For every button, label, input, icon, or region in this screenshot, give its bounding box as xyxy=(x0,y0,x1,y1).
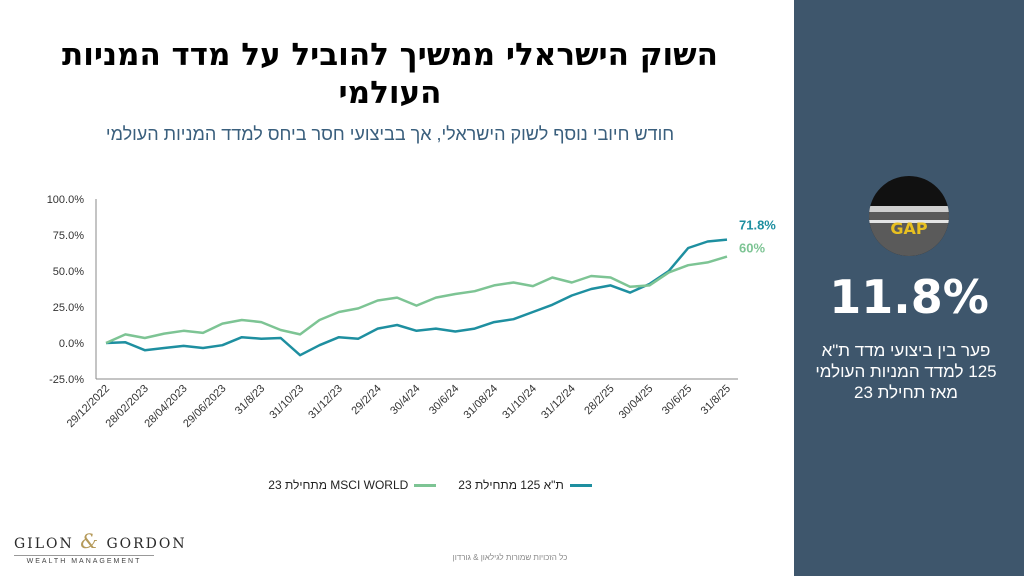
series-end-label-0: 71.8% xyxy=(739,218,776,233)
company-logo: GILON & GORDON WEALTH MANAGEMENT xyxy=(14,529,185,565)
series-group: 71.8% 60% xyxy=(105,218,776,357)
page-title: השוק הישראלי ממשיך להוביל על מדד המניות … xyxy=(62,37,718,111)
x-axis: 29/12/202228/02/202328/04/202329/06/2023… xyxy=(65,378,738,430)
legend-swatch-ta125 xyxy=(569,483,592,487)
sidebar-panel xyxy=(794,0,1024,576)
x-tick-label: 31/10/23 xyxy=(267,383,306,422)
logo-subtitle: WEALTH MANAGEMENT xyxy=(14,555,154,565)
x-tick-label: 30/6/25 xyxy=(660,383,694,417)
y-tick-label: 25.0% xyxy=(53,302,84,314)
page-subtitle: חודש חיובי נוסף לשוק הישראלי, אך בביצועי… xyxy=(105,124,675,144)
gap-road-image: GAP xyxy=(869,176,949,256)
y-tick-label: 0.0% xyxy=(59,338,84,350)
gap-value: 11.8% xyxy=(829,270,989,324)
x-tick-label: 30/04/25 xyxy=(617,383,656,422)
logo-ampersand: & xyxy=(80,529,101,553)
logo-text-right: GORDON xyxy=(106,536,187,552)
chart-legend: ת"א 125 מתחילת 23 MSCI WORLD מתחילת 23 xyxy=(200,478,660,492)
legend-item-ta125: ת"א 125 מתחילת 23 xyxy=(458,478,592,492)
series-end-label-1: 60% xyxy=(739,241,765,256)
legend-label-ta125: ת"א 125 מתחילת 23 xyxy=(458,478,564,492)
y-tick-label: 75.0% xyxy=(53,230,84,242)
x-tick-label: 31/08/24 xyxy=(461,383,500,422)
y-tick-label: 50.0% xyxy=(53,266,84,278)
x-tick-label: 29/2/24 xyxy=(349,383,383,417)
y-axis: 100.0% 75.0% 50.0% 25.0% 0.0% -25.0% xyxy=(47,194,97,386)
legend-label-msci: MSCI WORLD מתחילת 23 xyxy=(268,478,409,492)
gap-caption-line: 125 למדד המניות העולמי xyxy=(815,362,997,381)
x-tick-label: 28/2/25 xyxy=(582,383,616,417)
logo-text-left: GILON xyxy=(14,536,74,552)
copyright-notice: כל הזכויות שמורות לגילאון & גורדון xyxy=(452,553,568,562)
x-tick-label: 30/6/24 xyxy=(427,383,461,417)
x-tick-label: 31/8/25 xyxy=(699,383,733,417)
legend-item-msci: MSCI WORLD מתחילת 23 xyxy=(268,478,437,492)
series-line-1 xyxy=(105,255,728,345)
gap-caption-line: פער בין ביצועי מדד ת"א xyxy=(821,341,991,360)
x-tick-label: 30/4/24 xyxy=(388,383,422,417)
series-line-0 xyxy=(105,238,728,357)
y-tick-label: -25.0% xyxy=(49,374,84,386)
gap-caption: פער בין ביצועי מדד ת"א 125 למדד המניות ה… xyxy=(806,340,1006,403)
line-chart: 100.0% 75.0% 50.0% 25.0% 0.0% -25.0% 29/12/20… xyxy=(47,194,777,430)
x-tick-label: 31/12/23 xyxy=(306,383,345,422)
x-tick-label: 31/10/24 xyxy=(500,383,539,422)
main-panel: השוק הישראלי ממשיך להוביל על מדד המניות … xyxy=(14,37,777,565)
y-tick-label: 100.0% xyxy=(47,194,85,206)
legend-swatch-msci xyxy=(414,483,437,487)
x-tick-label: 31/12/24 xyxy=(539,383,578,422)
gap-word: GAP xyxy=(890,219,928,238)
gap-caption-line: מאז תחילת 23 xyxy=(854,383,958,402)
x-tick-label: 31/8/23 xyxy=(233,383,267,417)
